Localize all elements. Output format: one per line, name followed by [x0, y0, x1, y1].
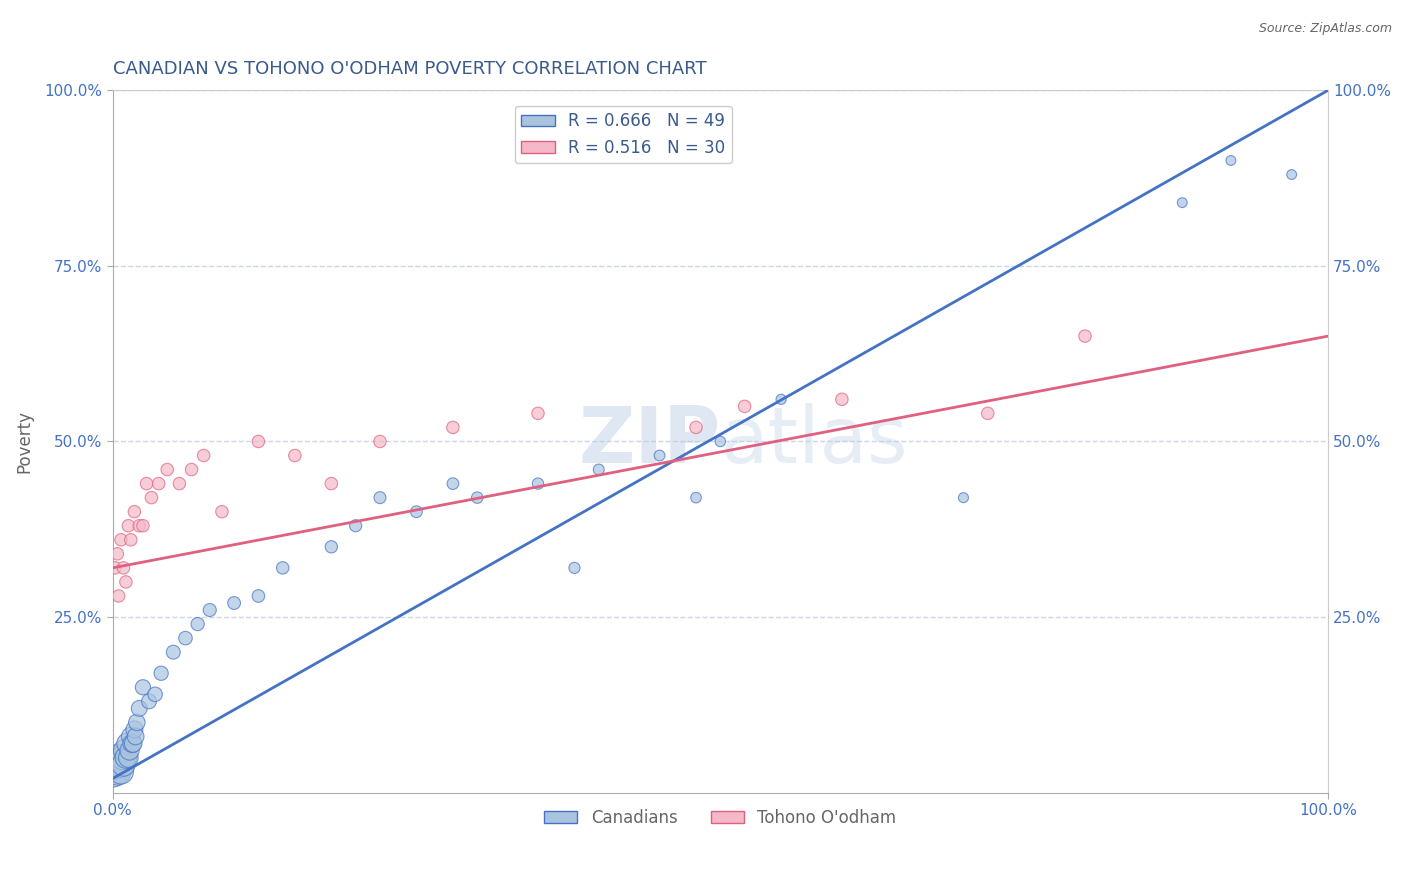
Point [110, 533, 132, 547]
Point [709, 434, 731, 449]
Point [150, 666, 173, 681]
Point [180, 462, 202, 476]
Point [124, 505, 146, 519]
Point [1281, 168, 1303, 182]
Point [107, 589, 129, 603]
Point [344, 518, 367, 533]
Point [1219, 153, 1241, 168]
Point [193, 449, 215, 463]
Point [110, 764, 132, 779]
Point [685, 491, 707, 505]
Point [125, 715, 148, 730]
Point [770, 392, 793, 407]
Point [117, 750, 139, 764]
Text: CANADIAN VS TOHONO O'ODHAM POVERTY CORRELATION CHART: CANADIAN VS TOHONO O'ODHAM POVERTY CORRE… [112, 60, 706, 78]
Point [105, 757, 128, 772]
Point [121, 737, 143, 751]
Point [211, 505, 233, 519]
Point [120, 730, 142, 744]
Point [115, 737, 138, 751]
Point [122, 737, 145, 751]
Y-axis label: Poverty: Poverty [15, 410, 32, 473]
Point [107, 750, 129, 764]
Point [156, 462, 179, 476]
Point [977, 406, 1000, 420]
Point [271, 561, 294, 575]
Point [114, 743, 136, 757]
Point [284, 449, 307, 463]
Point [564, 561, 586, 575]
Point [1074, 329, 1097, 343]
Point [465, 491, 488, 505]
Point [588, 462, 610, 476]
Point [169, 476, 191, 491]
Point [405, 505, 427, 519]
Text: Source: ZipAtlas.com: Source: ZipAtlas.com [1258, 22, 1392, 36]
Point [112, 561, 135, 575]
Point [104, 561, 127, 575]
Point [141, 491, 163, 505]
Point [648, 449, 671, 463]
Point [441, 420, 464, 434]
Point [148, 476, 170, 491]
Point [128, 518, 150, 533]
Point [527, 476, 550, 491]
Point [247, 434, 270, 449]
Point [368, 491, 391, 505]
Point [132, 518, 155, 533]
Point [108, 757, 131, 772]
Point [1171, 195, 1194, 210]
Point [128, 701, 150, 715]
Text: atlas: atlas [720, 403, 908, 480]
Point [198, 603, 221, 617]
Point [105, 547, 128, 561]
Text: ZIP: ZIP [578, 403, 720, 480]
Point [441, 476, 464, 491]
Point [831, 392, 853, 407]
Point [115, 574, 138, 589]
Point [321, 476, 343, 491]
Point [187, 617, 209, 632]
Point [527, 406, 550, 420]
Point [135, 476, 157, 491]
Point [124, 723, 146, 737]
Point [222, 596, 245, 610]
Point [368, 434, 391, 449]
Point [143, 687, 166, 701]
Point [124, 730, 146, 744]
Point [101, 764, 124, 779]
Point [685, 420, 707, 434]
Point [111, 750, 134, 764]
Point [112, 757, 135, 772]
Point [138, 694, 160, 708]
Legend: Canadians, Tohono O'odham: Canadians, Tohono O'odham [537, 802, 903, 833]
Point [115, 750, 138, 764]
Point [734, 400, 756, 414]
Point [174, 631, 197, 645]
Point [952, 491, 974, 505]
Point [104, 757, 127, 772]
Point [120, 533, 142, 547]
Point [162, 645, 184, 659]
Point [132, 681, 155, 695]
Point [105, 764, 128, 779]
Point [247, 589, 270, 603]
Point [321, 540, 343, 554]
Point [118, 743, 141, 757]
Point [117, 518, 139, 533]
